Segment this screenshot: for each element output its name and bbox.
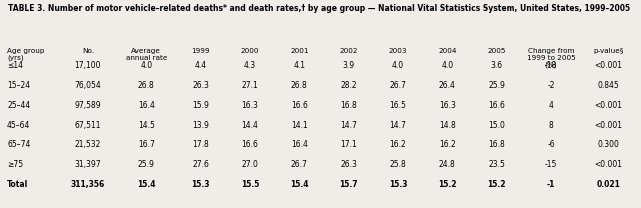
Text: 16.6: 16.6 — [488, 101, 505, 110]
Text: 15.4: 15.4 — [137, 180, 156, 189]
Text: 17,100: 17,100 — [74, 61, 101, 70]
Text: 16.4: 16.4 — [291, 140, 308, 149]
Text: 16.2: 16.2 — [439, 140, 456, 149]
Text: 16.8: 16.8 — [488, 140, 505, 149]
Text: 16.8: 16.8 — [340, 101, 357, 110]
Text: p-value§: p-value§ — [594, 48, 624, 54]
Text: 16.6: 16.6 — [291, 101, 308, 110]
Text: 17.8: 17.8 — [192, 140, 209, 149]
Text: -2: -2 — [547, 81, 554, 90]
Text: 15.2: 15.2 — [438, 180, 456, 189]
Text: 14.7: 14.7 — [390, 121, 406, 130]
Text: <0.001: <0.001 — [595, 121, 622, 130]
Text: 65–74: 65–74 — [7, 140, 30, 149]
Text: 0.021: 0.021 — [597, 180, 620, 189]
Text: 97,589: 97,589 — [74, 101, 101, 110]
Text: <0.001: <0.001 — [595, 101, 622, 110]
Text: 15.7: 15.7 — [339, 180, 358, 189]
Text: 26.3: 26.3 — [192, 81, 209, 90]
Text: 14.7: 14.7 — [340, 121, 357, 130]
Text: ≥75: ≥75 — [7, 160, 23, 169]
Text: 15.2: 15.2 — [487, 180, 506, 189]
Text: 26.8: 26.8 — [291, 81, 308, 90]
Text: 0.300: 0.300 — [598, 140, 620, 149]
Text: <0.001: <0.001 — [595, 61, 622, 70]
Text: 4.4: 4.4 — [195, 61, 207, 70]
Text: 25.9: 25.9 — [488, 81, 505, 90]
Text: -18: -18 — [545, 61, 557, 70]
Text: ≤14: ≤14 — [7, 61, 23, 70]
Text: 25.9: 25.9 — [138, 160, 154, 169]
Text: 3.6: 3.6 — [490, 61, 503, 70]
Text: 0.845: 0.845 — [598, 81, 620, 90]
Text: 16.7: 16.7 — [138, 140, 154, 149]
Text: Age group
(yrs): Age group (yrs) — [7, 48, 45, 61]
Text: 14.8: 14.8 — [439, 121, 456, 130]
Text: 25–44: 25–44 — [7, 101, 30, 110]
Text: 67,511: 67,511 — [74, 121, 101, 130]
Text: 17.1: 17.1 — [340, 140, 357, 149]
Text: 16.2: 16.2 — [390, 140, 406, 149]
Text: 3.9: 3.9 — [342, 61, 354, 70]
Text: 27.6: 27.6 — [192, 160, 209, 169]
Text: 31,397: 31,397 — [74, 160, 101, 169]
Text: 4.0: 4.0 — [140, 61, 153, 70]
Text: 21,532: 21,532 — [74, 140, 101, 149]
Text: 2002: 2002 — [339, 48, 358, 54]
Text: 26.4: 26.4 — [439, 81, 456, 90]
Text: 16.3: 16.3 — [439, 101, 456, 110]
Text: 16.5: 16.5 — [390, 101, 406, 110]
Text: 14.4: 14.4 — [242, 121, 258, 130]
Text: 311,356: 311,356 — [71, 180, 105, 189]
Text: No.: No. — [82, 48, 94, 54]
Text: 2005: 2005 — [487, 48, 506, 54]
Text: Total: Total — [7, 180, 28, 189]
Text: TABLE 3. Number of motor vehicle–related deaths* and death rates,† by age group : TABLE 3. Number of motor vehicle–related… — [8, 4, 630, 13]
Text: 1999: 1999 — [192, 48, 210, 54]
Text: 15.3: 15.3 — [388, 180, 407, 189]
Text: 26.3: 26.3 — [340, 160, 357, 169]
Text: -1: -1 — [547, 180, 555, 189]
Text: 4.1: 4.1 — [294, 61, 305, 70]
Text: 45–64: 45–64 — [7, 121, 30, 130]
Text: 16.4: 16.4 — [138, 101, 154, 110]
Text: 4.3: 4.3 — [244, 61, 256, 70]
Text: 8: 8 — [549, 121, 553, 130]
Text: 14.1: 14.1 — [291, 121, 308, 130]
Text: 28.2: 28.2 — [340, 81, 357, 90]
Text: 76,054: 76,054 — [74, 81, 101, 90]
Text: 15.4: 15.4 — [290, 180, 308, 189]
Text: 26.7: 26.7 — [390, 81, 406, 90]
Text: Change from
1999 to 2005
(%): Change from 1999 to 2005 (%) — [527, 48, 576, 68]
Text: 27.1: 27.1 — [242, 81, 258, 90]
Text: 2000: 2000 — [241, 48, 260, 54]
Text: 24.8: 24.8 — [439, 160, 456, 169]
Text: 15.5: 15.5 — [241, 180, 259, 189]
Text: -6: -6 — [547, 140, 555, 149]
Text: 15–24: 15–24 — [7, 81, 30, 90]
Text: 15.3: 15.3 — [192, 180, 210, 189]
Text: 16.3: 16.3 — [242, 101, 258, 110]
Text: 15.0: 15.0 — [488, 121, 505, 130]
Text: 2004: 2004 — [438, 48, 456, 54]
Text: 14.5: 14.5 — [138, 121, 154, 130]
Text: <0.001: <0.001 — [595, 160, 622, 169]
Text: 2003: 2003 — [388, 48, 407, 54]
Text: 4.0: 4.0 — [392, 61, 404, 70]
Text: 4: 4 — [549, 101, 553, 110]
Text: -15: -15 — [545, 160, 557, 169]
Text: 4.0: 4.0 — [441, 61, 453, 70]
Text: 15.9: 15.9 — [192, 101, 209, 110]
Text: 26.8: 26.8 — [138, 81, 154, 90]
Text: 13.9: 13.9 — [192, 121, 209, 130]
Text: 23.5: 23.5 — [488, 160, 505, 169]
Text: Average
annual rate: Average annual rate — [126, 48, 167, 61]
Text: 26.7: 26.7 — [291, 160, 308, 169]
Text: 16.6: 16.6 — [242, 140, 258, 149]
Text: 27.0: 27.0 — [242, 160, 258, 169]
Text: 2001: 2001 — [290, 48, 308, 54]
Text: 25.8: 25.8 — [390, 160, 406, 169]
